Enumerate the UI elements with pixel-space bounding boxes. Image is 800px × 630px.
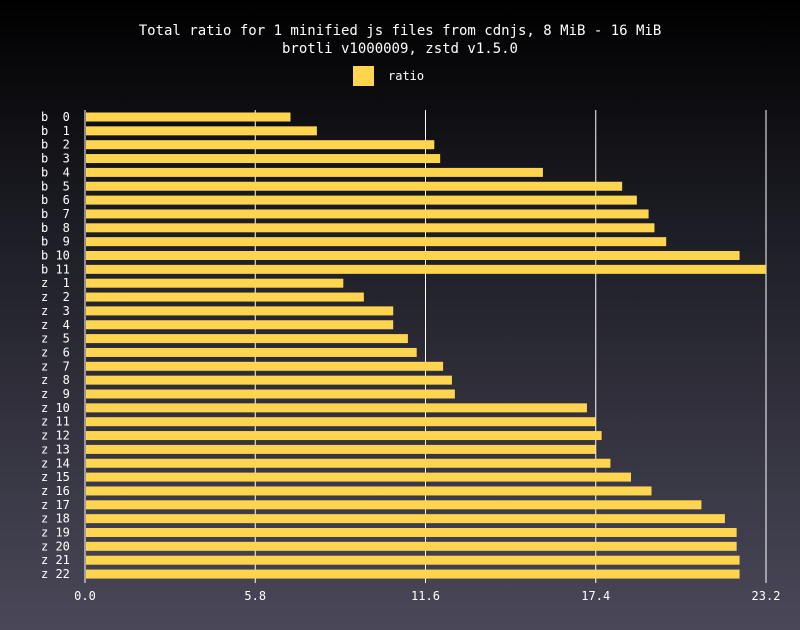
category-label: z 22 [41, 567, 70, 581]
category-label: z 11 [41, 415, 70, 429]
category-labels: b 0b 1b 2b 3b 4b 5b 6b 7b 8b 9b 10b 11z … [41, 110, 70, 581]
category-label: b 5 [41, 179, 70, 193]
category-label: b 2 [41, 138, 70, 152]
legend-swatch [353, 66, 374, 86]
chart-title: Total ratio for 1 minified js files from… [139, 23, 662, 39]
bar [86, 472, 631, 482]
bar [86, 431, 602, 441]
x-tick-label: 11.6 [411, 589, 440, 603]
category-label: z 19 [41, 526, 70, 540]
bar [86, 334, 408, 344]
bar [86, 292, 364, 302]
bar [86, 278, 344, 288]
category-label: b 1 [41, 124, 70, 138]
category-label: z 14 [41, 456, 70, 470]
bar [86, 528, 737, 537]
bar [86, 251, 740, 260]
bar [86, 140, 435, 150]
category-label: z 20 [41, 539, 70, 553]
bar [86, 154, 441, 164]
category-label: z 10 [41, 401, 70, 415]
bar [86, 486, 652, 496]
category-label: z 4 [41, 318, 70, 332]
bar [86, 195, 637, 205]
category-label: z 6 [41, 345, 70, 359]
category-label: b 9 [41, 235, 70, 249]
bar [86, 569, 740, 579]
category-label: z 7 [41, 359, 70, 373]
bar [86, 112, 291, 122]
bar [86, 500, 702, 510]
category-label: b 6 [41, 193, 70, 207]
bar [86, 209, 649, 219]
category-label: z 15 [41, 470, 70, 484]
bar [86, 555, 740, 565]
chart-subtitle: brotli v1000009, zstd v1.5.0 [282, 41, 518, 57]
bar [86, 417, 596, 427]
bar [86, 347, 417, 357]
bar [86, 181, 623, 191]
category-label: z 18 [41, 512, 70, 526]
category-label: b 10 [41, 249, 70, 263]
bar [86, 306, 394, 316]
legend: ratio [353, 66, 424, 86]
category-label: z 8 [41, 373, 70, 387]
category-label: z 13 [41, 442, 70, 456]
category-label: z 1 [41, 276, 70, 290]
category-label: b 11 [41, 262, 70, 276]
legend-label: ratio [388, 69, 424, 83]
category-label: z 21 [41, 553, 70, 567]
bar [86, 541, 737, 551]
bars [86, 112, 766, 579]
x-tick-label: 0.0 [74, 589, 96, 603]
bar [86, 444, 596, 454]
x-tick-label: 5.8 [244, 589, 266, 603]
bar [86, 223, 655, 233]
x-tick-label: 17.4 [581, 589, 610, 603]
category-label: b 0 [41, 110, 70, 124]
bar [86, 403, 587, 413]
category-label: z 16 [41, 484, 70, 498]
bar [86, 361, 444, 371]
x-axis-tick-labels: 0.0 5.8 11.6 17.4 23.2 [74, 589, 780, 603]
category-label: z 17 [41, 498, 70, 512]
category-label: b 7 [41, 207, 70, 221]
category-label: b 3 [41, 152, 70, 166]
gridlines [84, 110, 767, 583]
category-label: z 12 [41, 429, 70, 443]
bar [86, 389, 455, 399]
category-label: z 9 [41, 387, 70, 401]
category-label: b 4 [41, 165, 70, 179]
bar [86, 264, 766, 274]
bar [86, 320, 394, 330]
x-tick-label: 23.2 [752, 589, 781, 603]
category-label: z 2 [41, 290, 70, 304]
bar [86, 126, 317, 136]
bar [86, 514, 725, 524]
bar [86, 167, 543, 177]
bar [86, 458, 611, 468]
bar [86, 375, 452, 385]
bar [86, 237, 667, 247]
category-label: z 3 [41, 304, 70, 318]
category-label: z 5 [41, 332, 70, 346]
category-label: b 8 [41, 221, 70, 235]
